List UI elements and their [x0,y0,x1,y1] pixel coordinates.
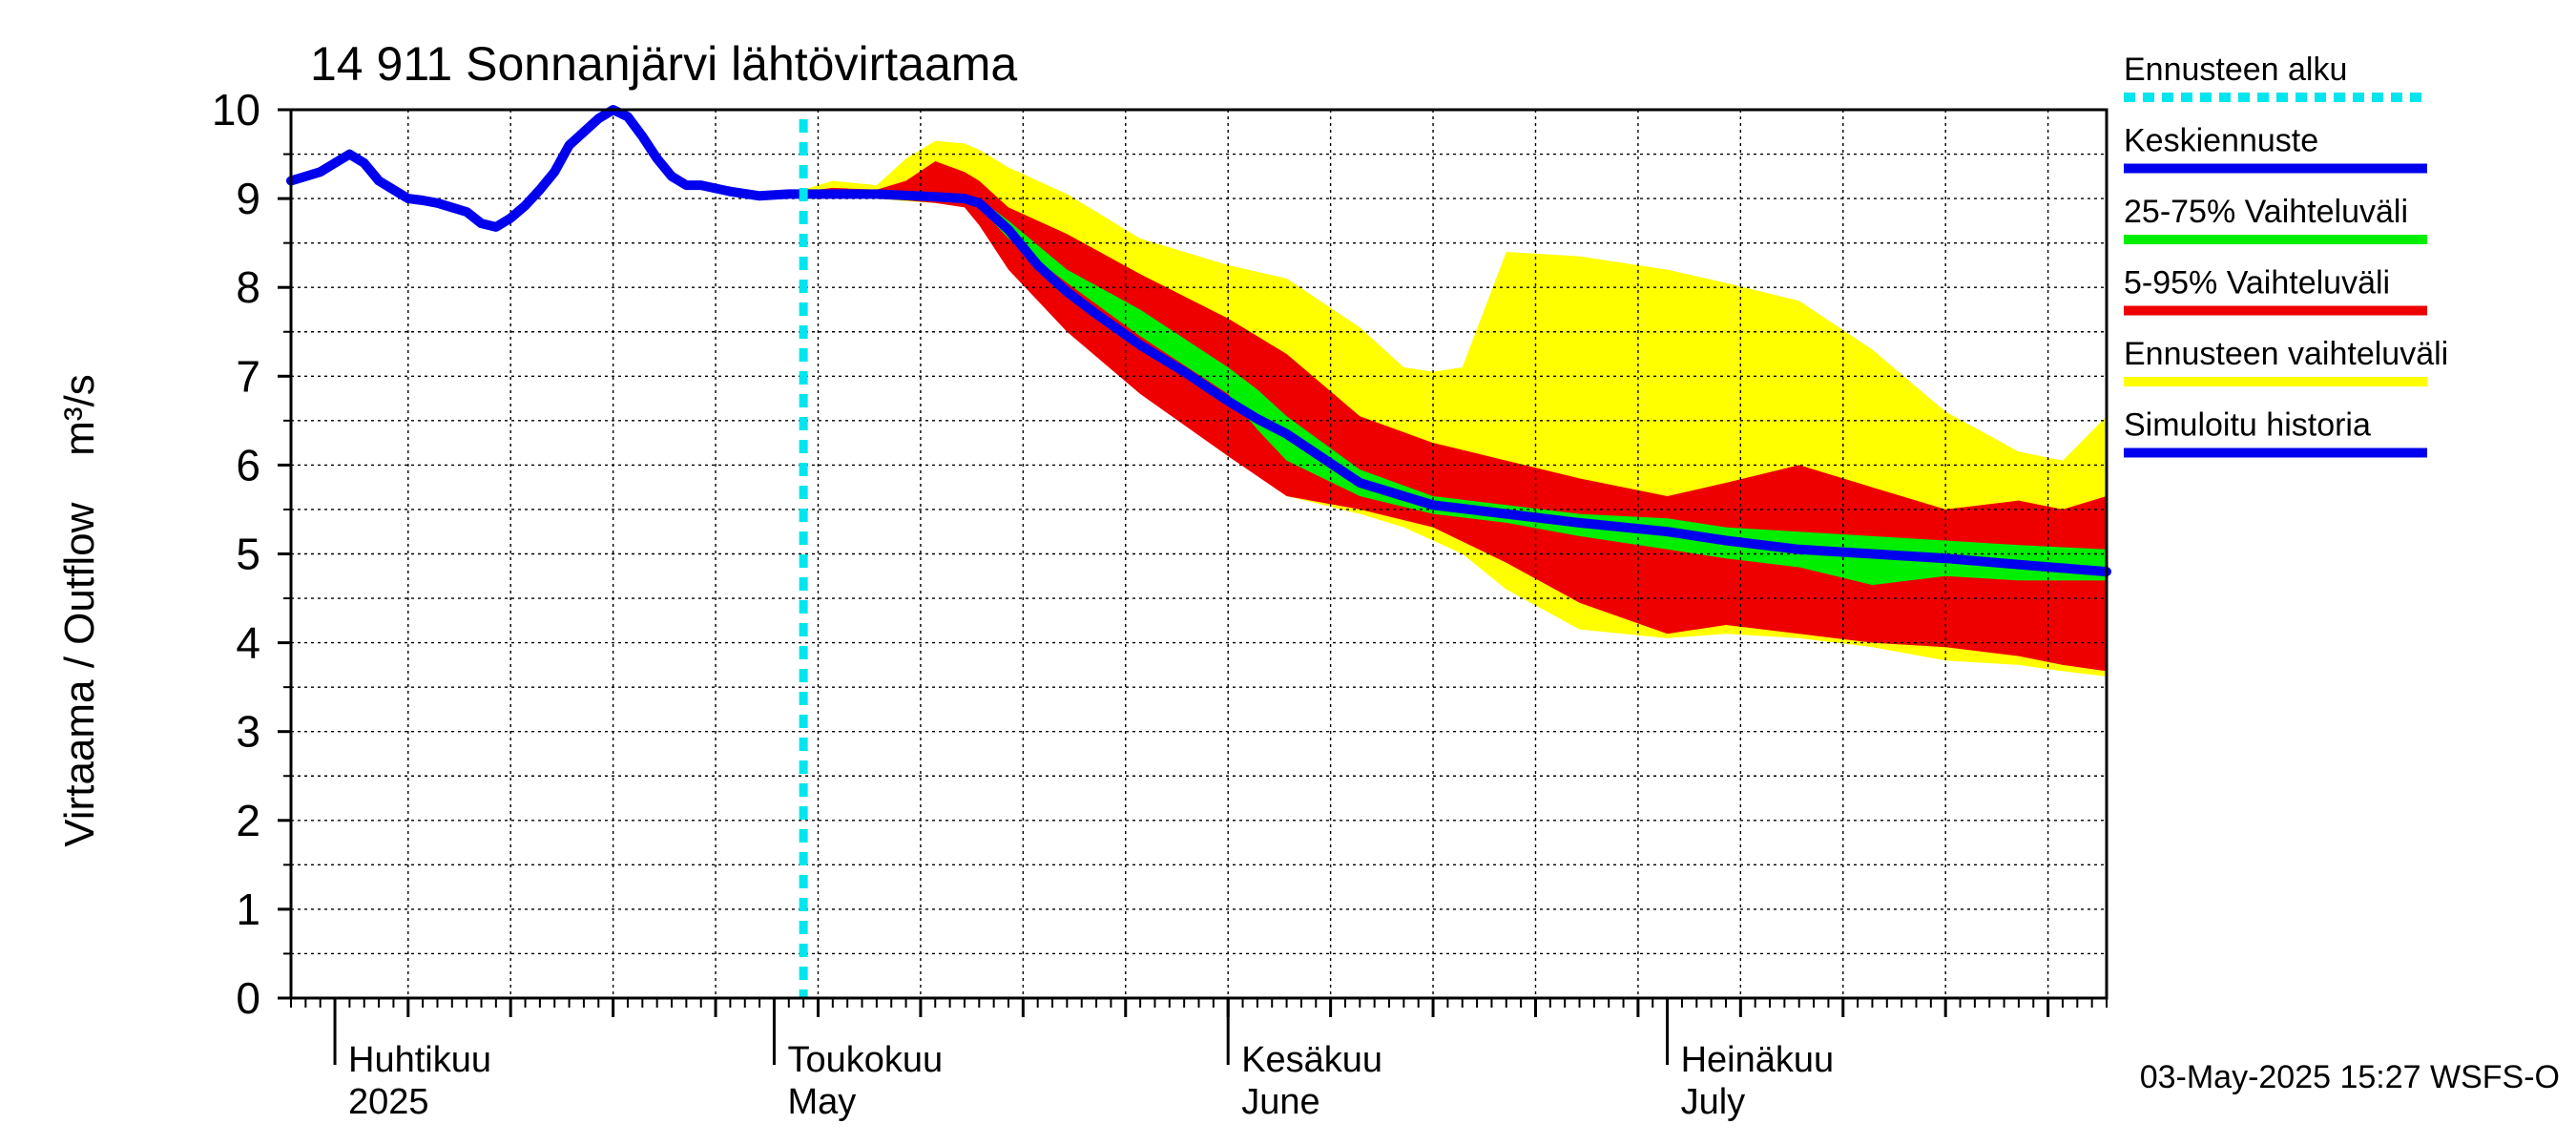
x-month-label-en: May [787,1082,856,1122]
y-axis-label: Virtaama / Outflow m³/s [56,374,103,847]
legend-label: 5-95% Vaihteluväli [2124,265,2390,302]
y-tick-label: 10 [212,85,260,135]
y-tick-label: 9 [236,174,260,223]
x-month-label-en: June [1241,1082,1319,1122]
legend: Ennusteen alku Keskiennuste 25-75% Vaihtel… [2124,52,2448,458]
y-tick-label: 2 [236,796,260,845]
legend-label: Ennusteen vaihteluväli [2124,336,2448,372]
y-tick-label: 4 [236,618,260,668]
legend-label: Keskiennuste [2124,123,2318,159]
x-month-label-en: 2025 [348,1082,429,1122]
x-month-label-en: July [1681,1082,1746,1122]
x-month-label-fi: Kesäkuu [1241,1040,1382,1080]
series-line-keskiennuste [799,189,2111,577]
grid [291,110,2107,998]
y-tick-label: 8 [236,262,260,312]
y-tick-label: 3 [236,707,260,757]
y-tick-label: 6 [236,440,260,489]
y-tick-label: 1 [236,885,260,934]
band-25-75-vaihteluv-li [965,196,2107,586]
legend-label: Simuloitu historia [2124,407,2371,444]
x-month-label-fi: Heinäkuu [1681,1040,1835,1080]
series-lines [286,105,2111,998]
chart-title: 14 911 Sonnanjärvi lähtövirtaama [310,37,1017,91]
legend-label: Ennusteen alku [2124,52,2347,88]
legend-label: 25-75% Vaihteluväli [2124,194,2408,230]
y-tick-label: 7 [236,351,260,401]
series-line-simuloitu-historia [286,105,809,232]
y-tick-label: 5 [236,530,260,579]
y-tick-label: 0 [236,973,260,1023]
x-month-label-fi: Huhtikuu [348,1040,491,1080]
timestamp: 03-May-2025 15:27 WSFS-O [2140,1059,2560,1095]
x-month-label-fi: Toukokuu [787,1040,943,1080]
